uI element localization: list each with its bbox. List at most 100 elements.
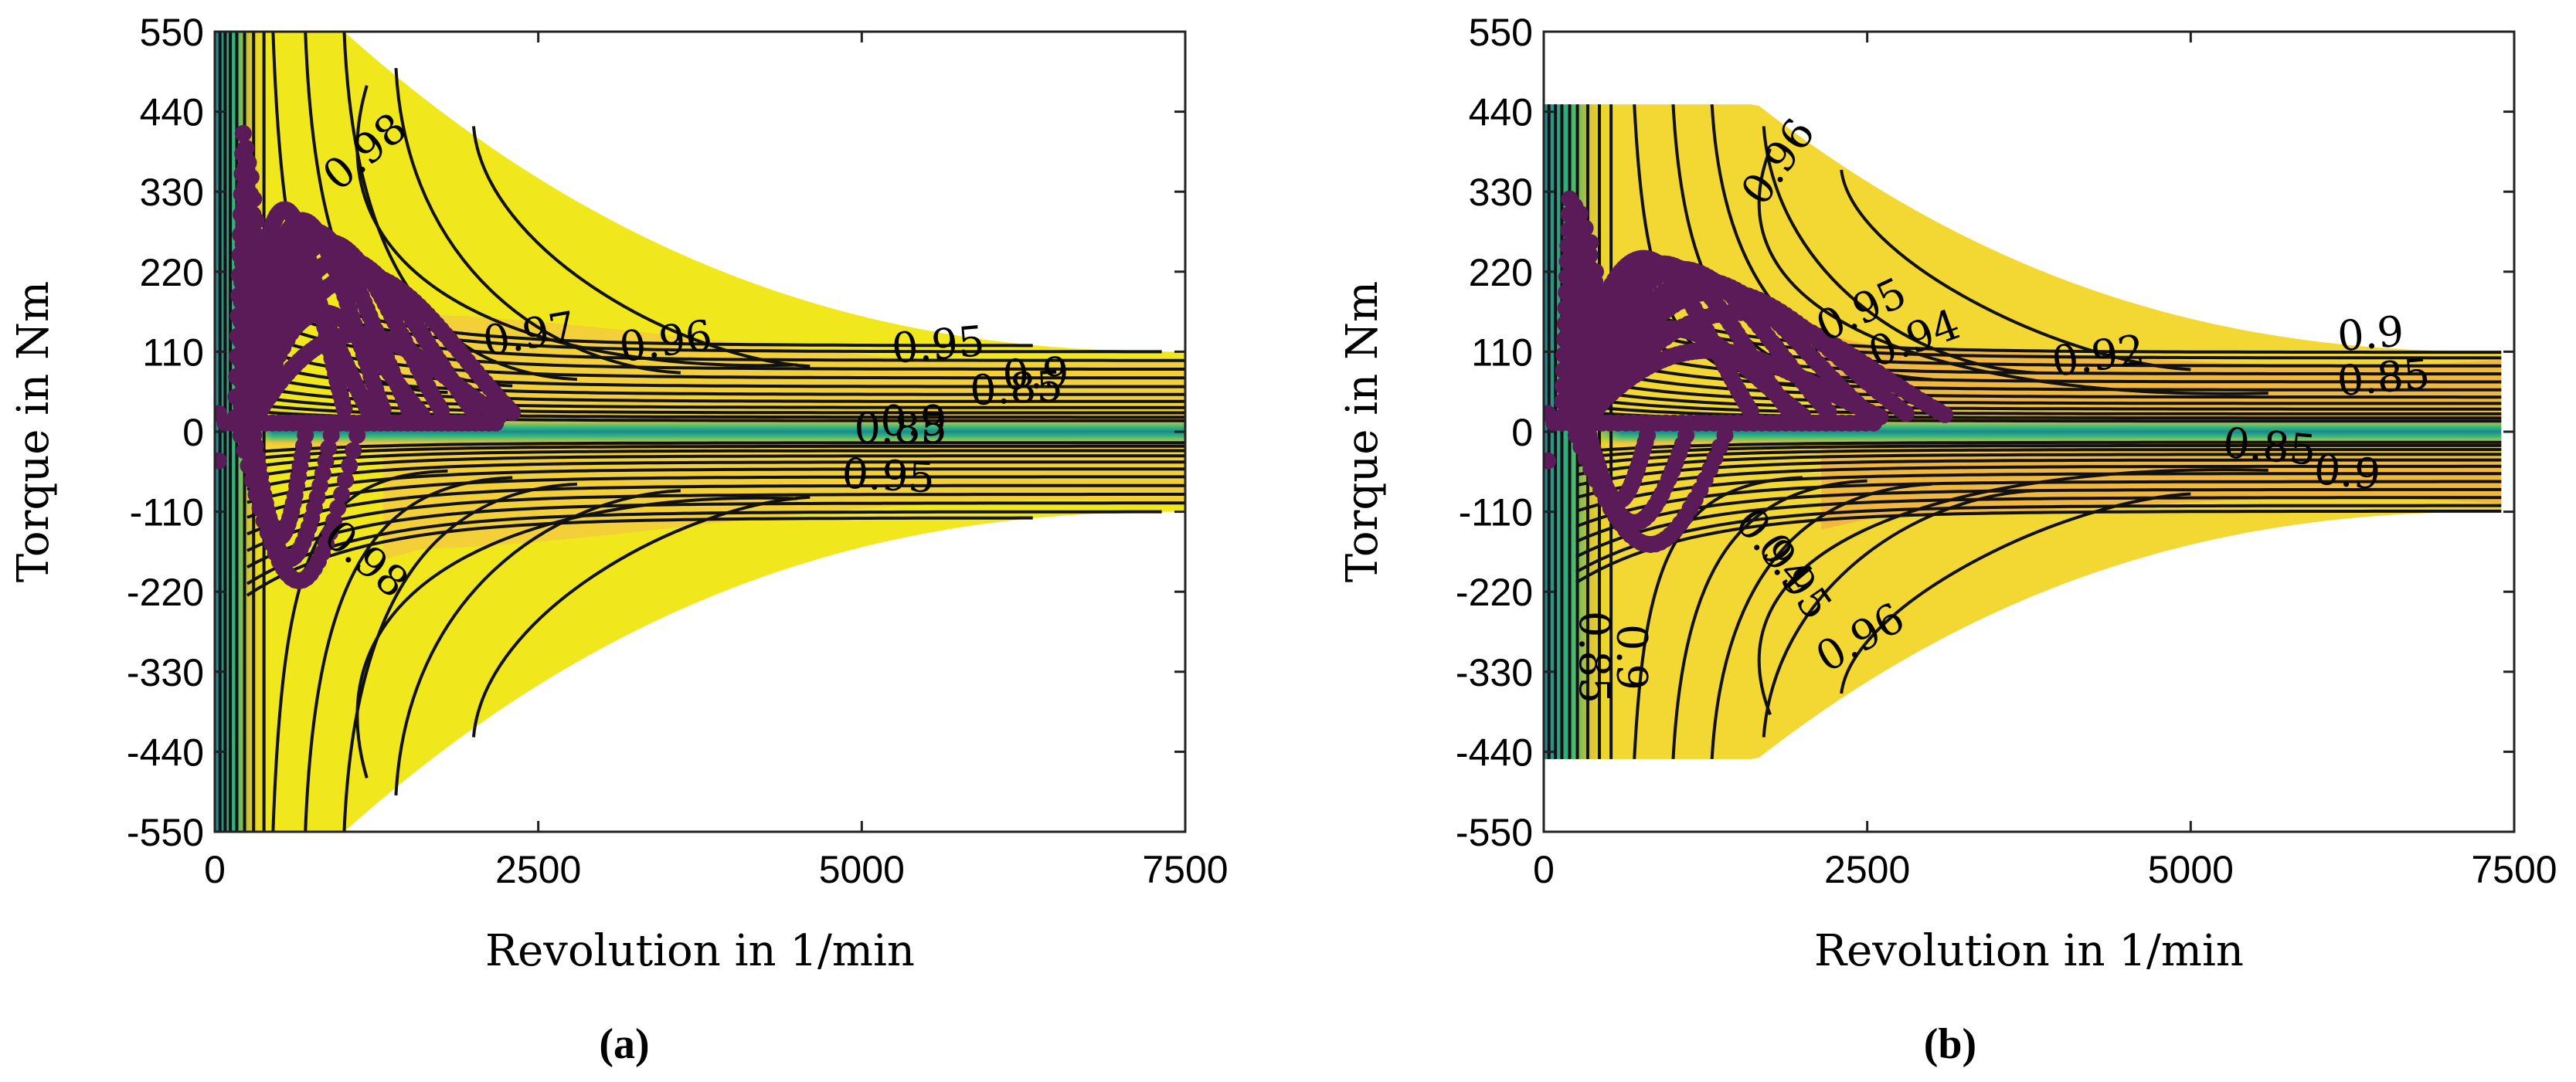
- y-axis-title-b: Torque in Nm: [1337, 281, 1388, 582]
- y-tick-label-b-2: 330: [1469, 171, 1533, 214]
- contour-line-a-42: [355, 496, 797, 778]
- operating-point-a-379: [245, 190, 263, 208]
- contour-line-a-37: [304, 476, 513, 832]
- contour-line-a-35: [471, 126, 811, 368]
- contour-line-b-8: [1575, 387, 2502, 411]
- contour-line-a-15: [246, 493, 1185, 552]
- operating-point-b-607: [1582, 314, 1599, 331]
- y-tick-label-b-8: -330: [1456, 651, 1533, 694]
- y-tick-label-a-7: -220: [127, 571, 204, 614]
- operating-point-a-817: [487, 414, 505, 432]
- operating-point-a-440: [504, 404, 522, 422]
- contour-line-b-43: [1757, 468, 2268, 716]
- contour-line-a-16: [246, 483, 1185, 536]
- operating-point-a-531: [240, 241, 257, 259]
- contour-line-b-22: [1575, 443, 2502, 460]
- contour-line-b-19: [1575, 458, 2502, 487]
- contour-label-b-6: 0.85: [2221, 419, 2318, 475]
- operating-point-b-742: [1544, 405, 1556, 422]
- contour-line-a-17: [246, 475, 1185, 519]
- y-tick-label-a-0: 550: [140, 11, 204, 54]
- contour-line-a-34: [394, 67, 681, 375]
- y-tick-label-b-5: 0: [1511, 411, 1533, 454]
- operating-points-a: [215, 124, 522, 590]
- contour-line-a-23: [246, 441, 1185, 455]
- x-tick-label-b-2: 5000: [2148, 848, 2234, 891]
- contour-line-b-39: [1710, 482, 1932, 759]
- contour-line-b-21: [1575, 448, 2502, 467]
- contour-line-b-41: [1840, 492, 2191, 694]
- y-tick-label-b-7: -220: [1456, 571, 1533, 614]
- contour-line-a-41: [355, 85, 797, 368]
- x-tick-label-a-3: 7500: [1142, 848, 1228, 891]
- operating-point-a-227: [240, 154, 257, 171]
- contour-line-a-4: [246, 327, 1185, 380]
- operating-point-b-455: [1587, 263, 1604, 280]
- contour-label-b-12: 0.9: [1607, 624, 1656, 690]
- contour-line-a-20: [246, 454, 1185, 480]
- y-axis-title-a: Torque in Nm: [8, 281, 59, 582]
- chart-panel-a: 0 2500 5000 7500 550 440 330 220 110 0 -110 -220 -33…: [8, 11, 1229, 1068]
- y-tick-label-b-1: 440: [1469, 91, 1533, 134]
- operating-point-a-743: [317, 453, 335, 470]
- caption-a: (a): [599, 1020, 649, 1068]
- operating-point-a-136: [374, 401, 392, 419]
- contour-line-b-20: [1575, 453, 2502, 477]
- operating-point-a-818: [215, 405, 227, 422]
- contour-line-b-7: [1575, 376, 2502, 405]
- contour-label-a-5: 0.85: [969, 361, 1064, 415]
- x-axis-title-b: Revolution in 1/min: [1814, 926, 2244, 976]
- operating-points-b: [1544, 190, 1954, 553]
- contour-line-a-19: [246, 460, 1185, 491]
- contour-line-a-36: [271, 469, 448, 832]
- operating-point-b-440: [1936, 405, 1954, 423]
- x-tick-label-a-2: 5000: [819, 848, 905, 891]
- operating-point-a-303: [242, 168, 260, 186]
- operating-point-a-713: [345, 442, 362, 460]
- contour-line-b-15: [1575, 487, 2502, 544]
- contour-line-b-36: [1840, 169, 2191, 371]
- operating-point-a-151: [237, 139, 255, 157]
- contour-label-a-4: 0.9: [1001, 348, 1070, 399]
- x-tick-label-a-1: 2500: [495, 848, 581, 891]
- x-tick-label-b-3: 7500: [2471, 848, 2557, 891]
- contour-line-b-35: [1762, 126, 2036, 375]
- operating-point-b-364: [1897, 405, 1915, 422]
- contour-line-b-37: [1633, 476, 1803, 759]
- operating-point-a-683: [250, 292, 267, 310]
- contour-line-a-22: [246, 444, 1185, 461]
- contour-label-b-5: 0.85: [2335, 349, 2432, 405]
- chart-panel-b: 0 2500 5000 7500 550 440 330 220 110 0 -110 -220 -33…: [1337, 11, 2557, 1068]
- contour-line-b-23: [1575, 440, 2502, 454]
- x-axis-title-a: Revolution in 1/min: [485, 926, 915, 976]
- contour-line-b-13: [1575, 504, 2502, 574]
- contour-line-a-38: [342, 482, 577, 832]
- operating-point-a-819: [215, 452, 227, 470]
- contour-line-a-13: [246, 510, 1162, 585]
- axis-ticks-a: 0 2500 5000 7500 550 440 330 220 110 0 -110 -220 -33…: [127, 11, 1229, 891]
- contour-line-a-14: [246, 501, 1185, 569]
- operating-point-a-711: [337, 471, 355, 489]
- operating-point-a-709: [329, 499, 347, 517]
- operating-point-a-744: [320, 439, 338, 457]
- operating-point-b-741: [1865, 414, 1882, 432]
- operating-point-a-710: [333, 486, 351, 504]
- y-tick-label-a-1: 440: [140, 91, 204, 134]
- y-tick-label-a-10: -550: [127, 811, 204, 854]
- contour-label-a-8: 0.95: [841, 449, 936, 502]
- contour-line-a-18: [246, 467, 1185, 504]
- y-tick-label-a-4: 110: [142, 331, 204, 374]
- caption-b: (b): [1924, 1020, 1976, 1068]
- y-tick-label-a-2: 330: [140, 171, 204, 214]
- contour-label-b-7: 0.9: [2312, 445, 2382, 499]
- operating-point-b-303: [1576, 219, 1594, 237]
- contour-line-a-21: [246, 449, 1185, 470]
- y-tick-label-b-10: -550: [1456, 811, 1533, 854]
- y-tick-label-b-9: -440: [1456, 731, 1533, 774]
- axis-ticks-b: 0 2500 5000 7500 550 440 330 220 110 0 -110 -220 -33…: [1456, 11, 2557, 891]
- contour-label-a-6: 0.85: [854, 404, 946, 453]
- x-tick-label-b-1: 2500: [1824, 848, 1910, 891]
- x-tick-label-b-0: 0: [1533, 848, 1555, 891]
- contour-line-a-40: [471, 495, 811, 738]
- operating-point-a-455: [247, 212, 265, 229]
